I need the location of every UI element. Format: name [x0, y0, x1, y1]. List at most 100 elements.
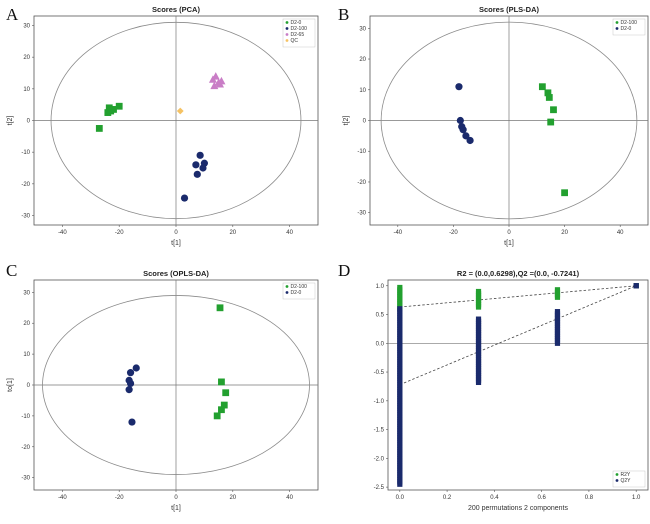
data-point-d2-100: [199, 164, 207, 172]
data-point-d2-100: [550, 106, 557, 114]
data-point-d2-100: [220, 401, 228, 409]
x-tick-label: 20: [229, 495, 236, 501]
data-point-d2-0: [459, 126, 467, 134]
y-tick-label: 0.5: [376, 313, 385, 319]
panel-letter-b: B: [338, 5, 349, 24]
panel-letter-c: C: [6, 261, 17, 280]
hotelling-ellipse: [42, 295, 310, 475]
y-tick-label: 0: [27, 119, 31, 125]
x-tick-label: 0: [174, 495, 178, 501]
legend-entry: D2-100: [291, 284, 308, 290]
legend-entry: R2Y: [621, 472, 631, 478]
x-tick-label: 1.0: [632, 495, 641, 501]
regression-line-q2y: [399, 285, 637, 386]
y-axis-label: to[1]: [7, 378, 14, 392]
data-point-d2-100: [547, 118, 555, 126]
permutation-point-r2y: [397, 284, 403, 291]
legend-entry: Q2Y: [621, 478, 632, 484]
data-point-d2-100: [213, 412, 221, 420]
y-tick-label: -1.0: [374, 399, 385, 405]
chart-panel-3: -40 -20 0 20 40 -30 -20 -10 0 10 20 30 Scores (OPLS-…: [7, 269, 319, 512]
y-tick-label: 10: [23, 352, 30, 358]
legend-entry: D2-100: [621, 20, 638, 26]
legend-swatch: [285, 27, 289, 30]
y-tick-label: 30: [23, 24, 30, 30]
y-tick-label: -2.0: [374, 456, 385, 462]
legend-box: [282, 282, 316, 300]
x-tick-label: 0.4: [490, 495, 499, 501]
x-tick-label: -40: [58, 230, 67, 236]
legend-swatch: [285, 291, 289, 294]
y-tick-label: 0.0: [376, 341, 385, 347]
data-point-d2-65: [216, 80, 225, 88]
y-tick-label: 30: [359, 26, 366, 32]
chart-panel-2: -40 -20 0 20 40 -30 -20 -10 0 10 20 30 Scores (PLS-D…: [343, 5, 649, 247]
y-tick-label: 20: [359, 57, 366, 63]
y-tick-label: -20: [357, 180, 366, 186]
chart-title: R2 = (0.0,0.6298),Q2 =(0.0, -0.7241): [457, 269, 580, 278]
legend-entry: D2-65: [291, 32, 305, 38]
data-point-qc: [176, 107, 184, 115]
y-tick-label: -20: [21, 182, 30, 188]
panel-letter-a: A: [6, 5, 19, 24]
x-tick-label: 0: [507, 230, 511, 236]
y-tick-label: 1.0: [376, 284, 385, 290]
legend-swatch: [285, 33, 289, 36]
data-point-d2-0: [95, 125, 103, 132]
permutation-point-q2y: [554, 309, 561, 315]
y-axis-label: t[2]: [7, 116, 14, 126]
x-tick-label: 0.0: [396, 495, 405, 501]
y-tick-label: -30: [21, 214, 30, 220]
data-point-d2-100: [180, 194, 189, 202]
chart-panel-1: -40 -20 0 20 40 -30 -20 -10 0 10 20 30 Scores (PCA) t…: [7, 5, 319, 247]
x-tick-label: 40: [286, 230, 293, 236]
legend-swatch: [615, 27, 619, 30]
data-point-d2-0: [107, 107, 115, 115]
hotelling-ellipse: [380, 21, 638, 220]
data-point-d2-100: [561, 189, 568, 197]
legend-entry: D2-0: [291, 290, 302, 296]
x-tick-label: 0.8: [585, 495, 594, 501]
x-axis-label: 200 permutations 2 components: [468, 505, 569, 512]
permutation-point-q2y: [397, 306, 403, 312]
data-point-d2-100: [218, 406, 225, 414]
legend-entry: D2-0: [621, 26, 632, 32]
chart-panel-4: 0.0 0.2 0.4 0.6 0.8 1.0 1.0 0.5 0.0 -0.5 -1.0 -1.5 -…: [374, 269, 649, 512]
data-point-d2-0: [132, 364, 140, 372]
legend-swatch: [615, 479, 619, 482]
data-point-d2-100: [222, 389, 230, 397]
regression-line-r2y: [399, 285, 637, 308]
chart-title: Scores (OPLS-DA): [143, 269, 209, 278]
data-point-d2-0: [126, 379, 135, 388]
data-point-d2-100: [538, 83, 546, 91]
data-point-d2-100: [193, 170, 201, 178]
data-point-d2-100: [544, 89, 552, 97]
x-tick-label: 0.6: [537, 495, 546, 501]
x-tick-label: -20: [115, 495, 124, 501]
x-tick-label: 40: [617, 230, 624, 236]
data-point-d2-100: [192, 161, 200, 169]
y-tick-label: -1.5: [374, 428, 385, 434]
y-tick-label: 30: [23, 290, 30, 296]
y-tick-label: 0: [27, 383, 31, 389]
x-tick-label: 40: [286, 495, 293, 501]
legend-entry: QC: [291, 38, 299, 44]
data-point-d2-0: [128, 418, 136, 426]
legend-swatch: [285, 39, 289, 42]
legend-swatch: [285, 21, 289, 24]
y-axis-label: t[2]: [343, 116, 350, 126]
x-axis-label: t[1]: [171, 505, 181, 512]
legend-entry: D2-100: [291, 26, 308, 32]
panel-letter-d: D: [338, 261, 350, 280]
y-tick-label: 0: [363, 119, 367, 125]
data-point-d2-100: [196, 151, 204, 159]
legend-box: [612, 18, 646, 36]
data-point-d2-0: [456, 116, 464, 125]
x-tick-label: 0.2: [443, 495, 452, 501]
legend-box: [282, 18, 316, 48]
